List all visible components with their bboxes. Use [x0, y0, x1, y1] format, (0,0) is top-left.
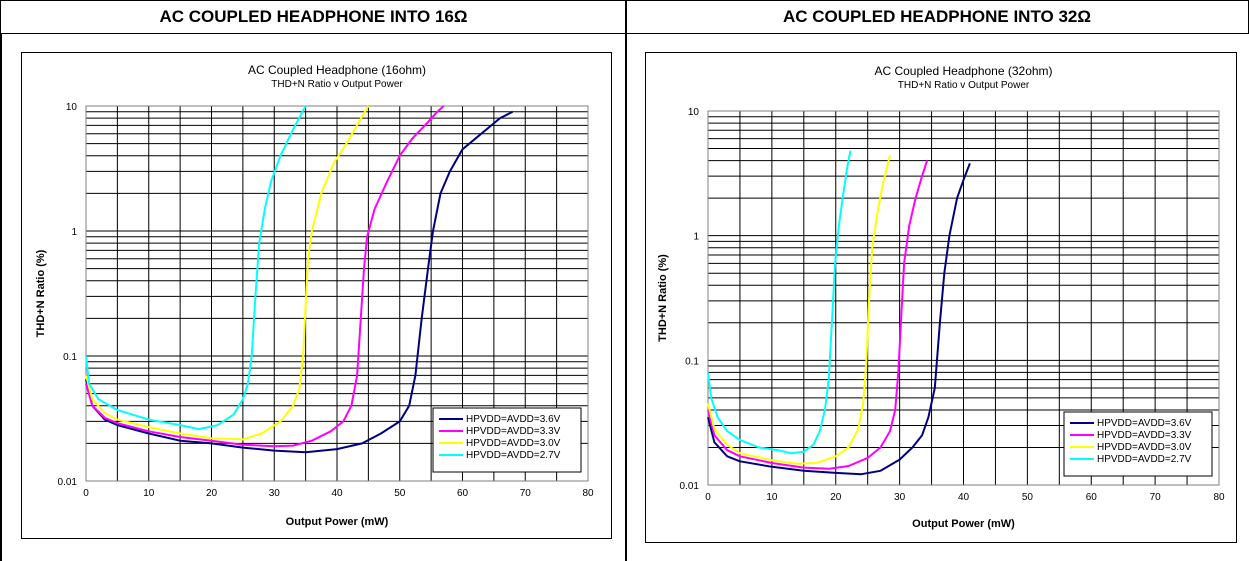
x-tick-label: 20 — [206, 488, 218, 499]
legend-label: HPVDD=AVDD=3.0V — [466, 438, 561, 449]
chart-title: AC Coupled Headphone (16ohm) — [248, 63, 426, 77]
x-tick-label: 40 — [958, 492, 970, 503]
series-line-4 — [85, 105, 307, 431]
series-line-4 — [707, 150, 852, 455]
series-line-3 — [707, 155, 891, 465]
series-line-2 — [707, 160, 929, 470]
x-tick-label: 80 — [582, 488, 594, 499]
section-header-16ohm-text: AC COUPLED HEADPHONE INTO 16Ω — [159, 7, 468, 26]
x-tick-label: 60 — [457, 488, 469, 499]
chart-panel-32ohm: AC Coupled Headphone (32ohm) THD+N Ratio … — [645, 52, 1237, 543]
legend-label: HPVDD=AVDD=3.6V — [466, 414, 561, 425]
legend: HPVDD=AVDD=3.6VHPVDD=AVDD=3.3VHPVDD=AVDD… — [1063, 411, 1213, 477]
y-tick-label: 0.01 — [680, 481, 700, 492]
x-tick-label: 10 — [143, 488, 155, 499]
x-axis-label: Output Power (mW) — [912, 518, 1015, 530]
legend: HPVDD=AVDD=3.6VHPVDD=AVDD=3.3VHPVDD=AVDD… — [432, 407, 582, 473]
y-axis-label: THD+N Ratio (%) — [657, 254, 669, 342]
chart-svg-32ohm: AC Coupled Headphone (32ohm) THD+N Ratio … — [657, 64, 1225, 530]
y-tick-label: 1 — [693, 232, 699, 243]
x-tick-label: 20 — [830, 492, 842, 503]
chart-subtitle: THD+N Ratio v Output Power — [898, 80, 1030, 91]
legend-label: HPVDD=AVDD=3.6V — [1097, 418, 1192, 429]
y-tick-label: 10 — [66, 102, 78, 113]
x-tick-label: 70 — [520, 488, 532, 499]
chart-subtitle: THD+N Ratio v Output Power — [271, 79, 403, 90]
y-tick-label: 10 — [688, 107, 700, 118]
legend-label: HPVDD=AVDD=3.3V — [1097, 430, 1192, 441]
x-tick-label: 50 — [394, 488, 406, 499]
chart-svg-16ohm: AC Coupled Headphone (16ohm) THD+N Ratio … — [35, 63, 594, 528]
x-tick-label: 70 — [1150, 492, 1162, 503]
plot-area-border — [85, 105, 589, 482]
y-axis-label: THD+N Ratio (%) — [35, 249, 47, 337]
series-line-1 — [707, 163, 971, 476]
section-header-32ohm-text: AC COUPLED HEADPHONE INTO 32Ω — [782, 7, 1092, 26]
legend-label: HPVDD=AVDD=3.0V — [1097, 442, 1192, 453]
x-tick-label: 80 — [1213, 492, 1225, 503]
chart-panel-16ohm: AC Coupled Headphone (16ohm) THD+N Ratio … — [21, 52, 612, 539]
x-tick-label: 0 — [83, 488, 89, 499]
x-tick-label: 10 — [766, 492, 778, 503]
y-tick-label: 0.1 — [63, 352, 77, 363]
legend-label: HPVDD=AVDD=2.7V — [1097, 454, 1192, 465]
legend-label: HPVDD=AVDD=3.3V — [466, 426, 561, 437]
y-tick-label: 1 — [71, 227, 77, 238]
x-tick-label: 50 — [1022, 492, 1034, 503]
x-tick-label: 60 — [1086, 492, 1098, 503]
chart-title: AC Coupled Headphone (32ohm) — [874, 64, 1052, 78]
legend-label: HPVDD=AVDD=2.7V — [466, 450, 561, 461]
x-axis-label: Output Power (mW) — [286, 516, 389, 528]
plot-area-border — [707, 110, 1220, 486]
x-tick-label: 0 — [705, 492, 711, 503]
section-header-16ohm: AC COUPLED HEADPHONE INTO 16Ω — [0, 0, 627, 34]
series-line-3 — [85, 105, 370, 441]
table-border-left — [0, 34, 2, 561]
section-header-32ohm: AC COUPLED HEADPHONE INTO 32Ω — [625, 0, 1249, 34]
series-line-1 — [85, 110, 514, 454]
x-tick-label: 30 — [894, 492, 906, 503]
y-tick-label: 0.1 — [685, 356, 699, 367]
x-tick-label: 30 — [269, 488, 281, 499]
table-border-middle — [625, 34, 627, 561]
x-tick-label: 40 — [331, 488, 343, 499]
series-line-2 — [85, 105, 445, 448]
y-tick-label: 0.01 — [58, 477, 78, 488]
